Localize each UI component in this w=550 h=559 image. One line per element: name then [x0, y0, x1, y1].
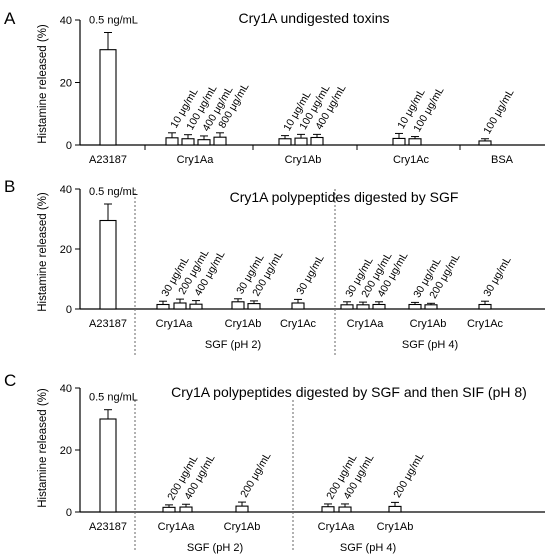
panel-c-bar [99, 418, 117, 513]
panel-a-bar [165, 137, 179, 146]
panel-a-bar [392, 137, 406, 146]
panel-a: A Cry1A undigested toxins Histamine rele… [4, 9, 545, 166]
panel-a-y-tick-label-40: 40 [60, 15, 72, 27]
panel-c-letter: C [4, 371, 16, 390]
panel-c-bar-label: 200 μg/mL [238, 450, 273, 499]
panel-b-bar [356, 304, 370, 310]
panel-b-bar [340, 304, 354, 310]
panel-a-bar [181, 138, 195, 146]
panel-b-bar [231, 301, 245, 310]
panel-c-category-label: Cry1Ab [224, 521, 261, 533]
panel-b-bar [372, 303, 386, 310]
panel-c-group-label: SGF (pH 4) [340, 542, 396, 554]
panel-b-category-label: Cry1Ac [280, 318, 317, 330]
panel-b-bar-label: 30 μg/mL [481, 254, 513, 298]
panel-b-bar-label: 30 μg/mL [294, 253, 326, 297]
panel-b-bar [173, 302, 187, 310]
panel-a-category-label: Cry1Ab [285, 154, 322, 166]
panel-c-bar [338, 506, 352, 513]
panel-b-letter: B [4, 177, 15, 196]
panel-b-y-tick-label-20: 20 [60, 244, 72, 256]
panel-b-category-label: A23187 [89, 318, 127, 330]
panel-b-group-label: SGF (pH 2) [205, 339, 261, 351]
panel-c-bar-label: 200 μg/mL [391, 451, 426, 500]
panel-a-title: Cry1A undigested toxins [239, 10, 390, 26]
panel-b-bar [478, 303, 492, 310]
panel-c-bar [321, 506, 335, 513]
panel-a-bar [478, 140, 492, 146]
panel-b-category-label: Cry1Ab [225, 318, 262, 330]
panel-c-bar [388, 505, 402, 513]
panel-a-bar [408, 138, 422, 146]
panel-c-group-label: SGF (pH 2) [187, 542, 243, 554]
panel-c-category-label: Cry1Aa [318, 521, 356, 533]
panel-b-bar [424, 304, 438, 310]
panel-a-bar-label: 100 μg/mL [481, 87, 516, 136]
panel-c-y-tick-label-20: 20 [60, 445, 72, 457]
panel-b: B Cry1A polypeptides digested by SGF His… [4, 177, 545, 355]
panel-b-bar [99, 219, 117, 310]
panel-c-title: Cry1A polypeptides digested by SGF and t… [171, 384, 527, 400]
panel-b-group-label: SGF (pH 4) [402, 339, 458, 351]
panel-a-bar [310, 136, 324, 146]
panel-a-bar [294, 137, 308, 146]
panel-a-category-label: A23187 [89, 154, 127, 166]
panel-b-y-tick-label-40: 40 [60, 184, 72, 196]
panel-c-y-axis-label: Histamine released (%) [37, 388, 49, 508]
panel-b-title: Cry1A polypeptides digested by SGF [230, 189, 459, 205]
panel-a-bar [213, 136, 227, 146]
panel-b-y-tick-label-0: 0 [66, 304, 72, 316]
panel-b-category-label: Cry1Ab [410, 318, 447, 330]
panel-a-category-label: BSA [491, 154, 514, 166]
panel-c-y-tick-label-0: 0 [66, 507, 72, 519]
panel-c: C Cry1A polypeptides digested by SGF and… [4, 371, 545, 554]
panel-a-y-axis-label: Histamine released (%) [37, 24, 49, 144]
panel-b-bar [291, 302, 305, 310]
panel-c-category-label: A23187 [89, 521, 127, 533]
panel-a-y-tick-label-0: 0 [66, 140, 72, 152]
panel-a-y-tick-label-20: 20 [60, 78, 72, 90]
panel-a-category-label: Cry1Aa [177, 154, 215, 166]
panel-b-bar-label: 0.5 ng/mL [89, 186, 138, 198]
panel-b-bar [156, 303, 170, 310]
panel-b-bar [189, 303, 203, 310]
panel-b-y-axis-label: Histamine released (%) [37, 192, 49, 312]
panel-b-category-label: Cry1Aa [347, 318, 385, 330]
panel-c-bar [235, 505, 249, 513]
panel-b-bar [247, 303, 261, 310]
panel-c-category-label: Cry1Aa [158, 521, 196, 533]
panel-a-category-label: Cry1Ac [393, 154, 430, 166]
panel-a-bar [197, 139, 211, 146]
panel-c-bar-label: 0.5 ng/mL [89, 392, 138, 404]
panel-b-category-label: Cry1Ac [467, 318, 504, 330]
panel-a-letter: A [4, 9, 16, 28]
panel-c-y-tick-label-40: 40 [60, 383, 72, 395]
panel-a-bar [99, 49, 117, 146]
panel-a-bar [278, 138, 292, 146]
panel-c-bar [162, 506, 176, 513]
panel-c-category-label: Cry1Ab [377, 521, 414, 533]
panel-a-bar-label: 0.5 ng/mL [89, 15, 138, 27]
panel-c-bar [179, 506, 193, 513]
panel-b-category-label: Cry1Aa [156, 318, 194, 330]
panel-b-bar [408, 303, 422, 310]
